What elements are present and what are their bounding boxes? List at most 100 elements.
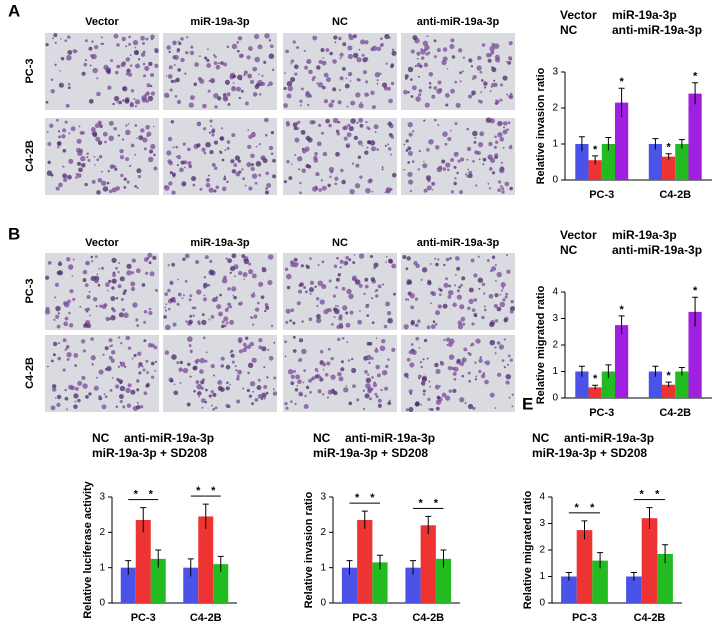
cell [60, 56, 65, 61]
cell [302, 148, 307, 154]
cell [498, 344, 505, 350]
cell [488, 294, 494, 299]
cell [296, 46, 299, 49]
cell [403, 143, 406, 146]
cell [501, 286, 505, 290]
cell [45, 100, 49, 104]
cell [351, 357, 354, 361]
cell [388, 147, 392, 151]
cell [148, 307, 152, 311]
cell [358, 117, 364, 123]
cell [371, 45, 378, 51]
error-bar [155, 549, 162, 568]
cell [188, 344, 192, 348]
legend-entry: miR-19a-3p [612, 228, 677, 242]
cell [409, 362, 415, 368]
cell [145, 359, 149, 363]
cell [144, 65, 150, 71]
cell [327, 389, 333, 395]
y-tick-label: 2 [552, 340, 558, 351]
cell [346, 341, 349, 344]
y-tick-label: 1 [539, 571, 545, 582]
cell [379, 43, 384, 48]
cell [406, 256, 411, 261]
cell [187, 362, 191, 367]
cell [284, 267, 289, 272]
cell [184, 72, 187, 75]
cell [328, 279, 332, 283]
cell [240, 89, 244, 93]
cell [173, 390, 179, 396]
bar [420, 525, 436, 603]
cell [176, 302, 180, 306]
cell [167, 288, 171, 293]
cell [268, 355, 274, 361]
cell [484, 379, 489, 385]
cell [301, 168, 306, 173]
cell [324, 372, 329, 377]
cell [169, 171, 173, 175]
cell [434, 384, 440, 390]
cell [213, 189, 217, 193]
cell [113, 33, 119, 39]
cell [134, 99, 141, 105]
cell [267, 254, 274, 260]
cell [496, 306, 502, 312]
cell [57, 145, 60, 149]
bar [688, 93, 702, 180]
cell [268, 145, 274, 151]
cell [437, 258, 440, 261]
cell [128, 35, 131, 39]
cell [81, 162, 86, 168]
cell [431, 188, 434, 191]
cell [244, 101, 249, 106]
cell [215, 64, 221, 70]
cell [448, 354, 455, 360]
cell [74, 400, 77, 403]
cell [293, 257, 298, 262]
cell [319, 299, 325, 305]
cell [115, 384, 120, 389]
cell [251, 357, 257, 363]
cell [356, 78, 360, 81]
cell [154, 370, 156, 372]
cell [474, 361, 477, 364]
cell [202, 127, 207, 131]
cell [474, 314, 478, 318]
micrograph [45, 118, 159, 195]
cell [270, 152, 274, 156]
cell [203, 285, 207, 289]
cell [477, 277, 484, 283]
cell [171, 354, 177, 360]
cell [461, 276, 466, 281]
cell [500, 289, 503, 292]
cell [454, 256, 460, 261]
cell [119, 155, 125, 160]
cell [478, 358, 483, 363]
cell [232, 81, 235, 84]
cell [56, 141, 62, 147]
cell [63, 301, 70, 308]
cell [447, 295, 452, 299]
cell [439, 288, 443, 292]
cell [237, 36, 243, 41]
cell [236, 377, 240, 381]
cell [238, 96, 242, 100]
cell [173, 383, 176, 386]
cell [376, 79, 379, 82]
cell [304, 394, 307, 398]
cell [246, 388, 250, 393]
cell [251, 173, 258, 179]
cell [410, 319, 415, 325]
cell [45, 43, 49, 47]
cell [385, 261, 388, 264]
cell [336, 131, 341, 136]
cell [467, 352, 470, 355]
cell [138, 371, 142, 375]
cell [56, 324, 61, 329]
cell [125, 45, 128, 48]
cell [445, 395, 451, 401]
cell [377, 403, 382, 408]
cell [110, 315, 116, 321]
cell [296, 301, 301, 306]
